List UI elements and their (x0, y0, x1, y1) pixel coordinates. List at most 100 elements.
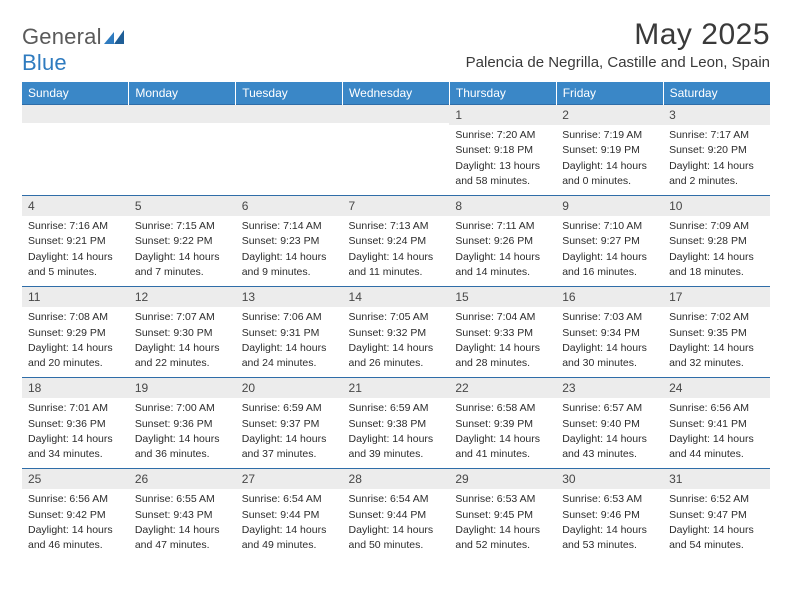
day-number: 21 (343, 378, 450, 398)
sunrise-line: Sunrise: 7:03 AM (562, 311, 642, 323)
day-info: Sunrise: 6:59 AMSunset: 9:38 PMDaylight:… (343, 398, 450, 468)
daylight-line: Daylight: 14 hours and 5 minutes. (28, 251, 113, 278)
sunrise-line: Sunrise: 7:09 AM (669, 220, 749, 232)
daylight-line: Daylight: 14 hours and 32 minutes. (669, 342, 754, 369)
day-info: Sunrise: 6:58 AMSunset: 9:39 PMDaylight:… (449, 398, 556, 468)
day-info: Sunrise: 7:19 AMSunset: 9:19 PMDaylight:… (556, 125, 663, 195)
day-cell: 9Sunrise: 7:10 AMSunset: 9:27 PMDaylight… (556, 196, 663, 287)
daylight-line: Daylight: 14 hours and 37 minutes. (242, 433, 327, 460)
daylight-line: Daylight: 14 hours and 43 minutes. (562, 433, 647, 460)
day-info: Sunrise: 6:53 AMSunset: 9:45 PMDaylight:… (449, 489, 556, 559)
sunrise-line: Sunrise: 7:06 AM (242, 311, 322, 323)
day-cell: 10Sunrise: 7:09 AMSunset: 9:28 PMDayligh… (663, 196, 770, 287)
day-cell: 11Sunrise: 7:08 AMSunset: 9:29 PMDayligh… (22, 287, 129, 378)
day-info: Sunrise: 7:05 AMSunset: 9:32 PMDaylight:… (343, 307, 450, 377)
day-cell: 8Sunrise: 7:11 AMSunset: 9:26 PMDaylight… (449, 196, 556, 287)
day-cell: 19Sunrise: 7:00 AMSunset: 9:36 PMDayligh… (129, 378, 236, 469)
day-number: 29 (449, 469, 556, 489)
daylight-line: Daylight: 14 hours and 7 minutes. (135, 251, 220, 278)
daylight-line: Daylight: 14 hours and 44 minutes. (669, 433, 754, 460)
day-cell (343, 105, 450, 196)
sunset-line: Sunset: 9:20 PM (669, 144, 747, 156)
sunrise-line: Sunrise: 6:54 AM (242, 493, 322, 505)
sunrise-line: Sunrise: 6:53 AM (455, 493, 535, 505)
sunset-line: Sunset: 9:36 PM (135, 418, 213, 430)
day-cell: 12Sunrise: 7:07 AMSunset: 9:30 PMDayligh… (129, 287, 236, 378)
day-number: 25 (22, 469, 129, 489)
day-info: Sunrise: 6:57 AMSunset: 9:40 PMDaylight:… (556, 398, 663, 468)
logo-text-block: General Blue (22, 24, 124, 76)
daylight-line: Daylight: 14 hours and 36 minutes. (135, 433, 220, 460)
day-number: 8 (449, 196, 556, 216)
sunset-line: Sunset: 9:38 PM (349, 418, 427, 430)
sunset-line: Sunset: 9:33 PM (455, 327, 533, 339)
sunrise-line: Sunrise: 6:52 AM (669, 493, 749, 505)
sunset-line: Sunset: 9:37 PM (242, 418, 320, 430)
sunset-line: Sunset: 9:44 PM (349, 509, 427, 521)
day-info: Sunrise: 6:59 AM Sunset: 9:37 PM Daylight:… (236, 398, 343, 468)
sunrise-line: Sunrise: 7:01 AM (28, 402, 108, 414)
day-number: 6 (236, 196, 343, 216)
day-info-empty (236, 123, 343, 185)
sunset-line: Sunset: 9:32 PM (349, 327, 427, 339)
sunset-line: Sunset: 9:39 PM (455, 418, 533, 430)
sunset-line: Sunset: 9:23 PM (242, 235, 320, 247)
weekday-header: Wednesday (343, 82, 450, 105)
daylight-line: Daylight: 14 hours and 28 minutes. (455, 342, 540, 369)
sunrise-line: Sunrise: 6:59 AM (242, 402, 322, 414)
day-cell: 4Sunrise: 7:16 AMSunset: 9:21 PMDaylight… (22, 196, 129, 287)
day-cell (22, 105, 129, 196)
daylight-line: Daylight: 14 hours and 24 minutes. (242, 342, 327, 369)
day-info: Sunrise: 7:07 AMSunset: 9:30 PMDaylight:… (129, 307, 236, 377)
day-cell (236, 105, 343, 196)
sunrise-line: Sunrise: 6:53 AM (562, 493, 642, 505)
day-cell: 24Sunrise: 6:56 AMSunset: 9:41 PMDayligh… (663, 378, 770, 469)
week-row: 25Sunrise: 6:56 AMSunset: 9:42 PMDayligh… (22, 469, 770, 560)
day-info: Sunrise: 7:08 AMSunset: 9:29 PMDaylight:… (22, 307, 129, 377)
day-number: 18 (22, 378, 129, 398)
day-cell: 26Sunrise: 6:55 AMSunset: 9:43 PMDayligh… (129, 469, 236, 560)
sunrise-line: Sunrise: 7:07 AM (135, 311, 215, 323)
day-number: 2 (556, 105, 663, 125)
sunrise-line: Sunrise: 7:13 AM (349, 220, 429, 232)
sunset-line: Sunset: 9:42 PM (28, 509, 106, 521)
sunrise-line: Sunrise: 7:11 AM (455, 220, 534, 232)
day-info: Sunrise: 6:55 AMSunset: 9:43 PMDaylight:… (129, 489, 236, 559)
calendar-body: 1Sunrise: 7:20 AMSunset: 9:18 PMDaylight… (22, 105, 770, 560)
day-cell: 30Sunrise: 6:53 AMSunset: 9:46 PMDayligh… (556, 469, 663, 560)
sunrise-line: Sunrise: 7:04 AM (455, 311, 535, 323)
header: General Blue May 2025 Palencia de Negril… (22, 18, 770, 76)
day-info: Sunrise: 7:03 AMSunset: 9:34 PMDaylight:… (556, 307, 663, 377)
sunrise-line: Sunrise: 7:17 AM (669, 129, 749, 141)
daylight-line: Daylight: 14 hours and 18 minutes. (669, 251, 754, 278)
day-info: Sunrise: 7:09 AMSunset: 9:28 PMDaylight:… (663, 216, 770, 286)
weekday-header: Monday (129, 82, 236, 105)
day-info: Sunrise: 6:52 AMSunset: 9:47 PMDaylight:… (663, 489, 770, 559)
day-info: Sunrise: 7:14 AMSunset: 9:23 PMDaylight:… (236, 216, 343, 286)
day-cell: 5Sunrise: 7:15 AMSunset: 9:22 PMDaylight… (129, 196, 236, 287)
sunrise-line: Sunrise: 7:14 AM (242, 220, 322, 232)
sunset-line: Sunset: 9:44 PM (242, 509, 320, 521)
day-cell: 17Sunrise: 7:02 AMSunset: 9:35 PMDayligh… (663, 287, 770, 378)
sunrise-line: Sunrise: 7:20 AM (455, 129, 535, 141)
day-info: Sunrise: 7:17 AM Sunset: 9:20 PM Daylight:… (663, 125, 770, 195)
location: Palencia de Negrilla, Castille and Leon,… (466, 54, 770, 71)
daylight-line: Daylight: 14 hours and 22 minutes. (135, 342, 220, 369)
sunrise-line: Sunrise: 7:10 AM (562, 220, 642, 232)
daylight-line: Daylight: 14 hours and 47 minutes. (135, 524, 220, 551)
day-number: 1 (449, 105, 556, 125)
sunset-line: Sunset: 9:27 PM (562, 235, 640, 247)
daylight-line: Daylight: 14 hours and 2 minutes. (669, 160, 754, 187)
day-info-empty (343, 123, 450, 185)
day-number: 15 (449, 287, 556, 307)
sunrise-line: Sunrise: 7:08 AM (28, 311, 108, 323)
day-info: Sunrise: 7:01 AMSunset: 9:36 PMDaylight:… (22, 398, 129, 468)
sunset-line: Sunset: 9:46 PM (562, 509, 640, 521)
daylight-line: Daylight: 13 hours and 58 minutes. (455, 160, 540, 187)
day-number: 12 (129, 287, 236, 307)
day-info: Sunrise: 6:54 AMSunset: 9:44 PMDaylight:… (236, 489, 343, 559)
weekday-header: Saturday (663, 82, 770, 105)
week-row: 4Sunrise: 7:16 AMSunset: 9:21 PMDaylight… (22, 196, 770, 287)
day-number: 11 (22, 287, 129, 307)
day-number: 28 (343, 469, 450, 489)
